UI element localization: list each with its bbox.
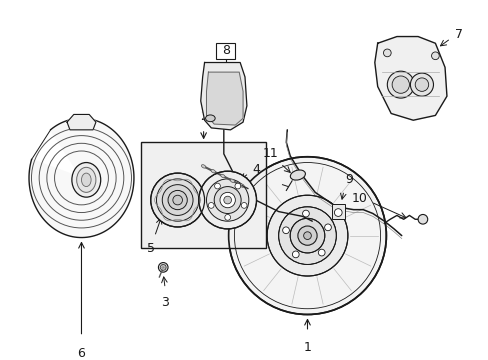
Circle shape bbox=[158, 262, 168, 272]
Polygon shape bbox=[29, 118, 134, 238]
Text: 6: 6 bbox=[78, 347, 85, 360]
Circle shape bbox=[208, 203, 214, 208]
Polygon shape bbox=[374, 37, 446, 120]
Circle shape bbox=[292, 251, 299, 258]
Text: 1: 1 bbox=[303, 341, 311, 355]
Circle shape bbox=[224, 215, 230, 220]
Text: 5: 5 bbox=[146, 242, 154, 255]
Text: 7: 7 bbox=[454, 28, 462, 41]
Circle shape bbox=[386, 71, 413, 98]
Circle shape bbox=[414, 78, 428, 91]
Circle shape bbox=[162, 185, 193, 215]
Polygon shape bbox=[201, 63, 246, 130]
Ellipse shape bbox=[290, 170, 305, 180]
Ellipse shape bbox=[211, 170, 215, 173]
Circle shape bbox=[228, 157, 386, 315]
Text: 10: 10 bbox=[350, 192, 366, 204]
Bar bbox=[141, 142, 265, 248]
Circle shape bbox=[168, 190, 187, 210]
Bar bbox=[331, 204, 345, 219]
Circle shape bbox=[409, 73, 432, 96]
Polygon shape bbox=[206, 72, 243, 125]
Circle shape bbox=[224, 196, 231, 204]
Ellipse shape bbox=[72, 162, 101, 197]
Ellipse shape bbox=[81, 173, 91, 186]
Text: 2: 2 bbox=[199, 110, 207, 123]
Circle shape bbox=[431, 52, 438, 60]
Circle shape bbox=[297, 226, 316, 245]
Circle shape bbox=[391, 76, 408, 93]
Circle shape bbox=[383, 49, 390, 57]
Circle shape bbox=[214, 186, 241, 213]
Circle shape bbox=[324, 224, 331, 231]
Polygon shape bbox=[67, 114, 96, 130]
Circle shape bbox=[303, 232, 311, 239]
Circle shape bbox=[278, 207, 336, 265]
Text: 11: 11 bbox=[263, 147, 278, 159]
Ellipse shape bbox=[220, 174, 224, 178]
Circle shape bbox=[160, 265, 166, 270]
Ellipse shape bbox=[240, 184, 244, 187]
Circle shape bbox=[334, 209, 342, 216]
Ellipse shape bbox=[230, 179, 234, 183]
Circle shape bbox=[302, 210, 309, 217]
Circle shape bbox=[156, 179, 199, 221]
Text: 8: 8 bbox=[221, 45, 229, 58]
Circle shape bbox=[199, 171, 256, 229]
Circle shape bbox=[266, 195, 347, 276]
Circle shape bbox=[241, 203, 246, 208]
Text: 9: 9 bbox=[345, 172, 352, 186]
Circle shape bbox=[220, 192, 235, 208]
Text: 3: 3 bbox=[161, 296, 169, 309]
Circle shape bbox=[282, 227, 289, 234]
Ellipse shape bbox=[77, 167, 96, 192]
Bar bbox=[216, 43, 235, 59]
Circle shape bbox=[150, 173, 204, 227]
Ellipse shape bbox=[205, 115, 215, 122]
Circle shape bbox=[206, 179, 248, 221]
Ellipse shape bbox=[201, 165, 205, 168]
Text: 4: 4 bbox=[252, 163, 260, 176]
Circle shape bbox=[417, 215, 427, 224]
Circle shape bbox=[234, 183, 240, 189]
Circle shape bbox=[172, 195, 182, 205]
Circle shape bbox=[289, 218, 324, 253]
Circle shape bbox=[214, 183, 220, 189]
Circle shape bbox=[318, 249, 325, 256]
